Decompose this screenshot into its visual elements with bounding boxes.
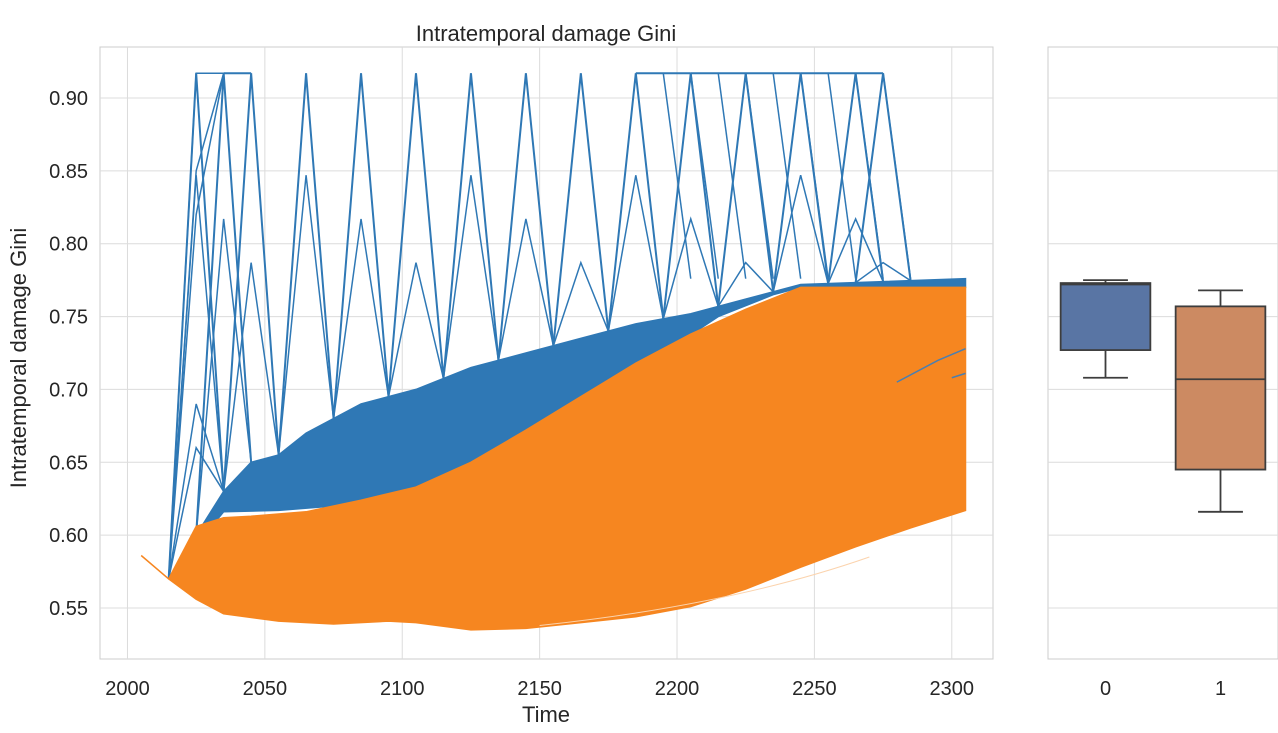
main-axes: 2000 2050 2100 2150 2200 2250 2300 0.55 0.60 0.65… — [49, 88, 974, 700]
series-0-trajectory — [951, 372, 966, 379]
series-0-trajectory — [717, 261, 774, 307]
box-gridlines — [1048, 97, 1278, 609]
series-0-trajectory — [387, 262, 445, 397]
series-0-trajectory — [167, 403, 225, 579]
series-0-trajectory — [717, 73, 747, 279]
y-tick-label: 0.90 — [49, 88, 88, 110]
series-0-trajectory — [744, 73, 774, 279]
series-0-trajectory — [167, 445, 225, 580]
box-category-label: 0 — [1100, 678, 1111, 700]
box-category-label: 1 — [1215, 678, 1226, 700]
x-tick-label: 2200 — [655, 678, 700, 700]
box-series — [1059, 279, 1267, 513]
y-tick-label: 0.70 — [49, 379, 88, 401]
series-0-trajectory — [332, 73, 390, 419]
series-0-trajectory — [827, 73, 857, 279]
y-axis-label: Intratemporal damage Gini — [6, 228, 31, 488]
x-tick-label: 2050 — [243, 678, 288, 700]
series-0-trajectory — [497, 73, 555, 361]
y-tick-label: 0.80 — [49, 234, 88, 256]
x-axis-label: Time — [522, 702, 570, 727]
series-0-trajectory — [552, 260, 610, 346]
series-1-band — [140, 286, 967, 631]
y-tick-label: 0.65 — [49, 452, 88, 474]
y-tick-label: 0.60 — [49, 525, 88, 547]
series-0-trajectory — [662, 216, 719, 319]
series-0-trajectory — [332, 218, 390, 419]
x-tick-label: 2150 — [517, 678, 562, 700]
series-0-trajectory — [222, 262, 280, 492]
series-0-trajectory — [277, 175, 335, 456]
x-tick-label: 2000 — [105, 678, 150, 700]
series-0-trajectory — [772, 73, 802, 279]
series-0-trajectory — [167, 73, 225, 579]
series-0-trajectory — [854, 73, 884, 279]
series-0-trajectory — [387, 73, 445, 397]
series-0-trajectory — [195, 218, 252, 536]
series-0-trajectory — [855, 261, 911, 284]
series-0-trajectory — [167, 73, 225, 579]
box-body — [1174, 305, 1267, 471]
x-tick-label: 2100 — [380, 678, 425, 700]
series-0-trajectory — [277, 73, 335, 456]
series-0-trajectory — [607, 175, 665, 332]
series-0-trajectory — [442, 73, 500, 379]
series-0-trajectory — [442, 175, 500, 379]
box-0 — [1059, 279, 1152, 379]
series-1-trajectory — [539, 556, 870, 626]
series-0-trajectory — [772, 175, 829, 292]
series-0-trajectory — [827, 217, 884, 284]
series-0-trajectory — [799, 73, 829, 279]
series-0-trajectory — [662, 73, 692, 279]
x-tick-label: 2300 — [930, 678, 975, 700]
series-0-trajectory — [497, 218, 555, 361]
chart-title: Intratemporal damage Gini — [416, 21, 676, 46]
series-0-trajectory — [896, 347, 966, 383]
box-body — [1059, 282, 1152, 351]
series-0-trajectory — [882, 73, 912, 279]
x-tick-label: 2250 — [792, 678, 837, 700]
series-0-trajectory — [552, 73, 610, 346]
y-tick-label: 0.85 — [49, 161, 88, 183]
y-tick-label: 0.75 — [49, 307, 88, 329]
series-0-trajectory — [690, 73, 719, 279]
y-tick-label: 0.55 — [49, 598, 88, 620]
series-0-trajectory — [167, 72, 224, 579]
main-series — [140, 72, 967, 631]
box-1 — [1174, 289, 1267, 513]
